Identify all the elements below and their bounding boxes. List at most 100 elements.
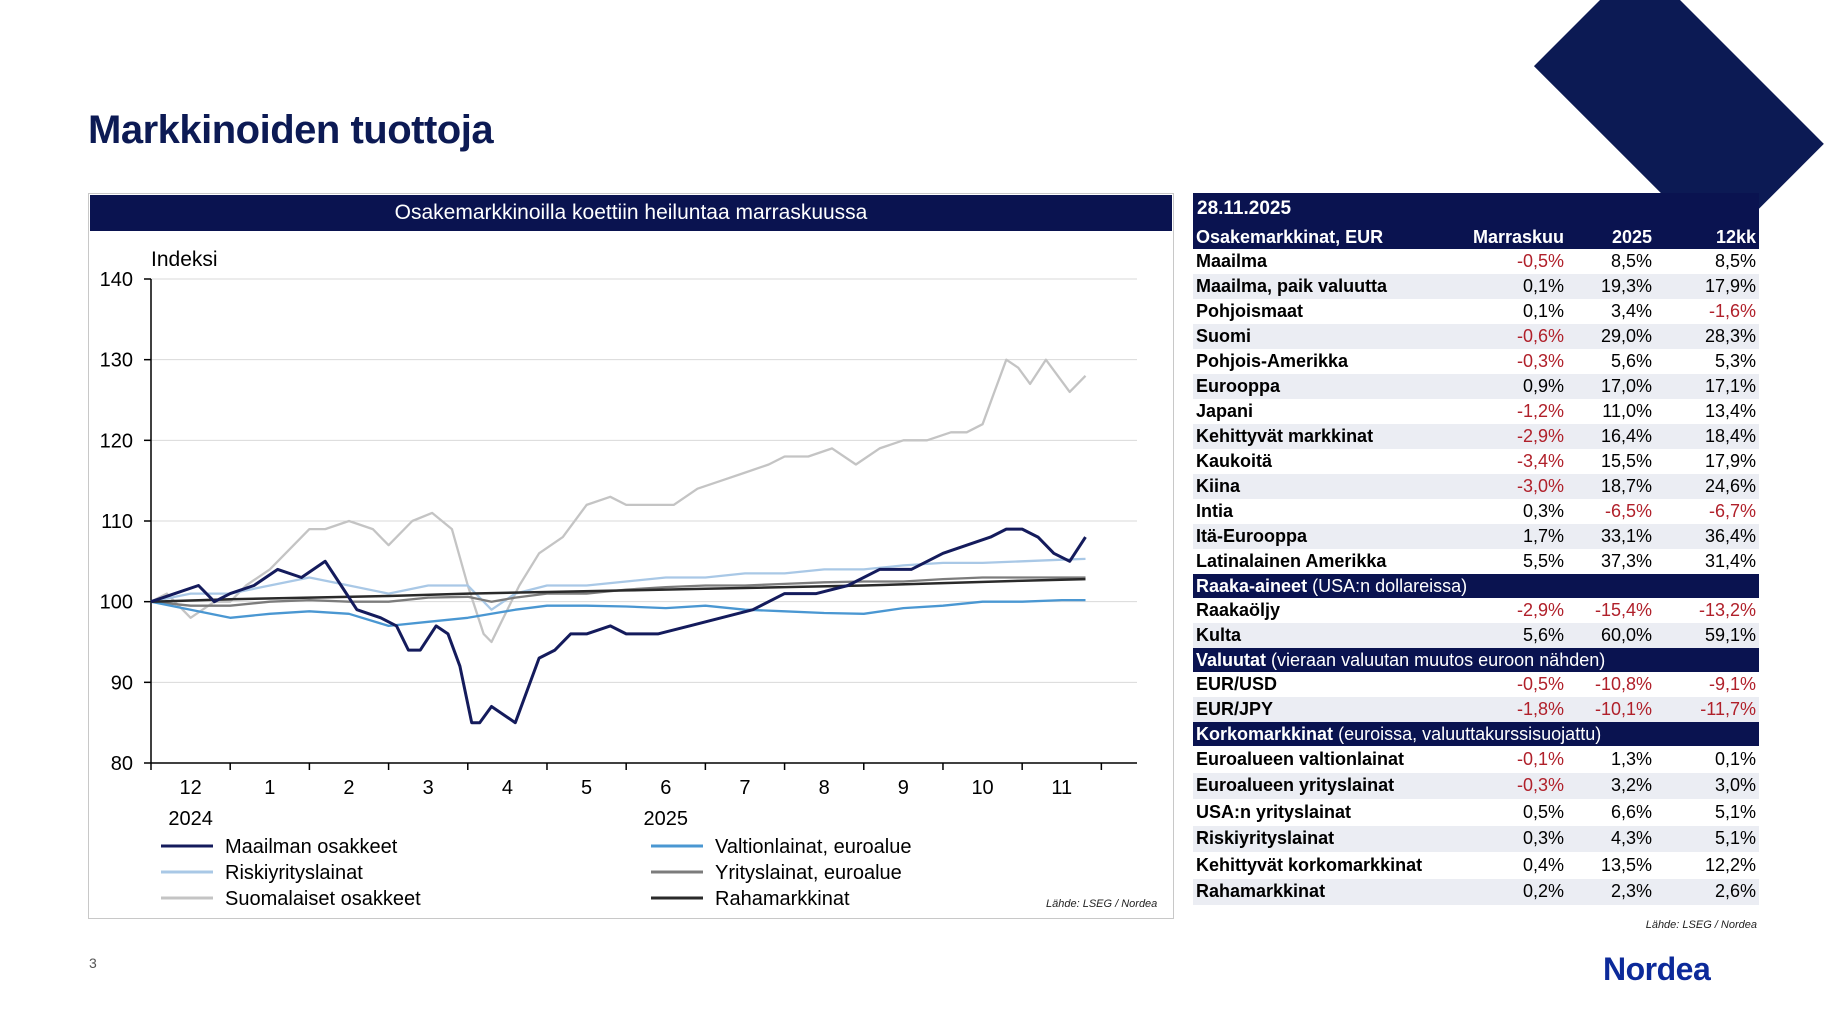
commodities-section-header: Raaka-aineet (USA:n dollareissa) [1193,574,1759,598]
row-value: 60,0% [1567,623,1655,648]
row-value: 17,9% [1655,449,1759,474]
x-tick-label: 2 [343,777,354,799]
row-value: 0,4% [1461,852,1567,879]
row-value: -1,2% [1461,399,1567,424]
row-value: 13,4% [1655,399,1759,424]
row-value: 33,1% [1567,524,1655,549]
row-value: -0,1% [1461,746,1567,773]
row-name: Raakaöljy [1193,598,1461,623]
row-value: -2,9% [1461,598,1567,623]
x-tick-label: 4 [502,777,513,799]
rates-section-header: Korkomarkkinat (euroissa, valuuttakurssi… [1193,722,1759,746]
row-name: Pohjois-Amerikka [1193,349,1461,374]
row-name: Maailma [1193,249,1461,274]
y-tick-label: 130 [100,350,133,372]
row-name: Kulta [1193,623,1461,648]
header-cell: Osakemarkkinat, EUR [1193,225,1461,249]
row-value: 2,3% [1567,878,1655,905]
row-value: 0,1% [1461,274,1567,299]
row-value: 36,4% [1655,524,1759,549]
row-value: 3,0% [1655,772,1759,799]
row-value: 15,5% [1567,449,1655,474]
row-name: Latinalainen Amerikka [1193,549,1461,574]
table-row: EUR/JPY -1,8% -10,1% -11,7% [1193,697,1759,722]
row-value: 29,0% [1567,324,1655,349]
row-value: -9,1% [1655,672,1759,697]
table-row: Kehittyvät korkomarkkinat 0,4% 13,5% 12,2% [1193,852,1759,879]
row-value: 0,3% [1461,499,1567,524]
row-name: USA:n yrityslainat [1193,799,1461,826]
row-name: Euroalueen valtionlainat [1193,746,1461,773]
row-value: 5,6% [1567,349,1655,374]
row-value: 0,2% [1461,878,1567,905]
row-value: -10,8% [1567,672,1655,697]
row-value: -6,5% [1567,499,1655,524]
table-row: Japani -1,2% 11,0% 13,4% [1193,399,1759,424]
year-label: 2025 [644,808,689,830]
row-value: 0,1% [1461,299,1567,324]
legend-label: Yrityslainat, euroalue [715,862,902,884]
row-value: -13,2% [1655,598,1759,623]
y-axis-label: Indeksi [151,248,218,271]
table-row: USA:n yrityslainat 0,5% 6,6% 5,1% [1193,799,1759,826]
x-tick-label: 9 [898,777,909,799]
series-line [150,598,1086,628]
row-value: 5,1% [1655,799,1759,826]
table-date: 28.11.2025 [1193,193,1759,225]
row-value: -10,1% [1567,697,1655,722]
table-row: Kiina -3,0% 18,7% 24,6% [1193,474,1759,499]
row-value: -3,4% [1461,449,1567,474]
series-line [150,577,1086,603]
row-value: 0,5% [1461,799,1567,826]
row-value: -0,5% [1461,672,1567,697]
page-number: 3 [89,955,97,971]
row-name: Riskiyrityslainat [1193,825,1461,852]
row-value: 5,5% [1461,549,1567,574]
row-name: Kehittyvät korkomarkkinat [1193,852,1461,879]
row-name: Itä-Eurooppa [1193,524,1461,549]
row-value: -2,9% [1461,424,1567,449]
row-value: 17,1% [1655,374,1759,399]
section-note: (USA:n dollareissa) [1312,575,1468,596]
row-value: 1,3% [1567,746,1655,773]
row-value: 0,9% [1461,374,1567,399]
x-tick-label: 10 [971,777,993,799]
row-value: 28,3% [1655,324,1759,349]
row-name: EUR/JPY [1193,697,1461,722]
row-value: 19,3% [1567,274,1655,299]
row-value: 3,4% [1567,299,1655,324]
legend-label: Suomalaiset osakkeet [225,888,421,910]
table-row: Maailma, paik valuutta 0,1% 19,3% 17,9% [1193,274,1759,299]
table-row: Intia 0,3% -6,5% -6,7% [1193,499,1759,524]
nordea-logo: Nordea [1603,951,1711,987]
table-row: Maailma -0,5% 8,5% 8,5% [1193,249,1759,274]
y-tick-label: 100 [100,592,133,614]
row-value: 2,6% [1655,878,1759,905]
row-value: 0,1% [1655,746,1759,773]
table-row: Kehittyvät markkinat -2,9% 16,4% 18,4% [1193,424,1759,449]
row-value: 1,7% [1461,524,1567,549]
header-cell: Marraskuu [1461,225,1567,249]
table-row: Riskiyrityslainat 0,3% 4,3% 5,1% [1193,825,1759,852]
commodities-section-title: Raaka-aineet (USA:n dollareissa) [1193,574,1759,598]
x-tick-label: 3 [423,777,434,799]
row-value: 0,3% [1461,825,1567,852]
row-value: -0,6% [1461,324,1567,349]
table-source: Lähde: LSEG / Nordea [1645,919,1757,931]
row-name: Kiina [1193,474,1461,499]
table-row: Pohjoismaat 0,1% 3,4% -1,6% [1193,299,1759,324]
legend-label: Valtionlainat, euroalue [715,836,911,858]
row-value: 5,1% [1655,825,1759,852]
row-name: Rahamarkkinat [1193,878,1461,905]
section-title: Korkomarkkinat [1196,723,1334,744]
row-name: Eurooppa [1193,374,1461,399]
x-tick-label: 12 [179,777,201,799]
table-row: Raakaöljy -2,9% -15,4% -13,2% [1193,598,1759,623]
section-title: Raaka-aineet [1196,575,1308,596]
row-value: 4,3% [1567,825,1655,852]
fx-section-title: Valuutat (vieraan valuutan muutos euroon… [1193,648,1759,672]
legend-label: Maailman osakkeet [225,836,398,858]
row-value: 6,6% [1567,799,1655,826]
year-label: 2024 [168,808,213,830]
